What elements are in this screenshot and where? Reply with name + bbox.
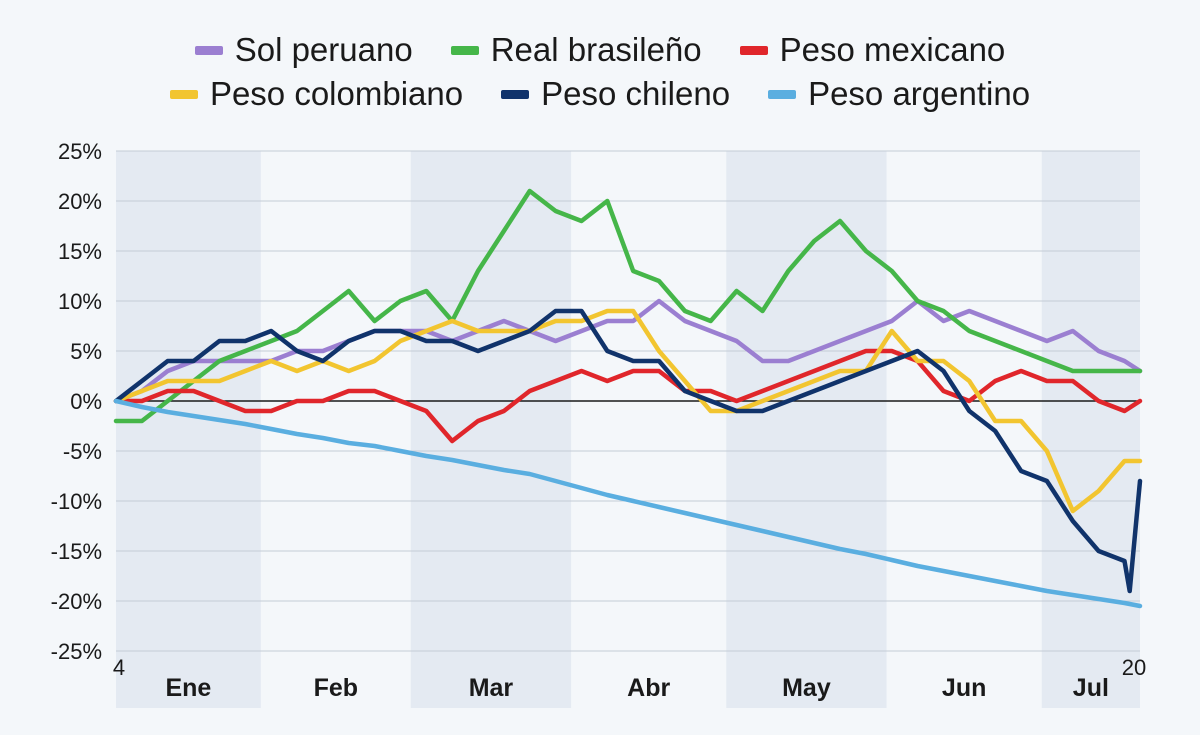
legend-row-2: Peso colombiano Peso chileno Peso argent… [0,72,1200,116]
y-tick-label: 15% [58,239,102,264]
legend-swatch-peso-mexicano [739,45,768,55]
month-band-ene [116,151,261,708]
series-line-peso-chileno [113,308,1143,594]
legend-label-sol-peruano: Sol peruano [234,31,413,68]
y-tick-label: -25% [51,639,102,664]
legend-swatch-peso-chileno [501,89,530,99]
month-label-jul: Jul [1073,674,1109,702]
legend-item-peso-chileno: Peso chileno [501,74,730,114]
month-label-abr: Abr [627,674,670,702]
legend-swatch-peso-colombiano [169,89,198,99]
legend-label-real-brasileno: Real brasileño [490,31,702,68]
legend-label-peso-mexicano: Peso mexicano [779,31,1006,68]
month-label-feb: Feb [314,674,358,702]
y-tick-label: 25% [58,139,102,164]
series-line-real-brasileno [113,188,1143,424]
month-label-jun: Jun [942,674,986,702]
legend-item-sol-peruano: Sol peruano [194,30,413,70]
gridlines [116,150,1140,652]
legend-item-real-brasileno: Real brasileño [450,30,702,70]
legend-swatch-real-brasileno [450,45,479,55]
legend-label-peso-argentino: Peso argentino [808,75,1031,112]
x-edge-label-start: 4 [113,655,125,680]
legend-swatch-peso-argentino [768,89,797,99]
y-tick-label: -15% [51,539,102,564]
legend-item-peso-mexicano: Peso mexicano [739,30,1006,70]
legend-item-peso-argentino: Peso argentino [768,74,1030,114]
month-band-mar [410,151,572,708]
y-tick-label: -5% [63,439,102,464]
y-tick-label: -10% [51,489,102,514]
x-edge-label-end: 20 [1122,655,1146,680]
y-tick-label: -20% [51,589,102,614]
legend-item-peso-colombiano: Peso colombiano [169,74,464,114]
series-lines [113,188,1143,609]
x-axis-edge-labels: 4 20 [113,655,1146,680]
y-tick-label: 10% [58,289,102,314]
series-line-peso-colombiano [113,308,1143,514]
legend-label-peso-colombiano: Peso colombiano [209,75,464,112]
legend: Sol peruano Real brasileño Peso mexicano… [0,28,1200,116]
month-bands [116,151,1140,708]
x-axis-months: Ene Feb Mar Abr May Jun Jul [165,674,1108,702]
y-tick-label: 0% [70,389,102,414]
legend-row-1: Sol peruano Real brasileño Peso mexicano [0,28,1200,72]
legend-label-peso-chileno: Peso chileno [541,75,731,112]
y-tick-label: 5% [70,339,102,364]
month-band-may [726,151,887,708]
y-axis-ticks: 25% 20% 15% 10% 5% 0% -5% -10% -15% -20% -25% [51,139,102,664]
series-line-peso-argentino [113,398,1143,609]
month-label-ene: Ene [165,674,211,702]
legend-swatch-sol-peruano [194,45,223,55]
month-label-mar: Mar [469,674,514,702]
month-band-jul [1041,151,1140,708]
series-line-sol-peruano [113,298,1143,404]
y-tick-label: 20% [58,189,102,214]
month-label-may: May [782,674,831,702]
